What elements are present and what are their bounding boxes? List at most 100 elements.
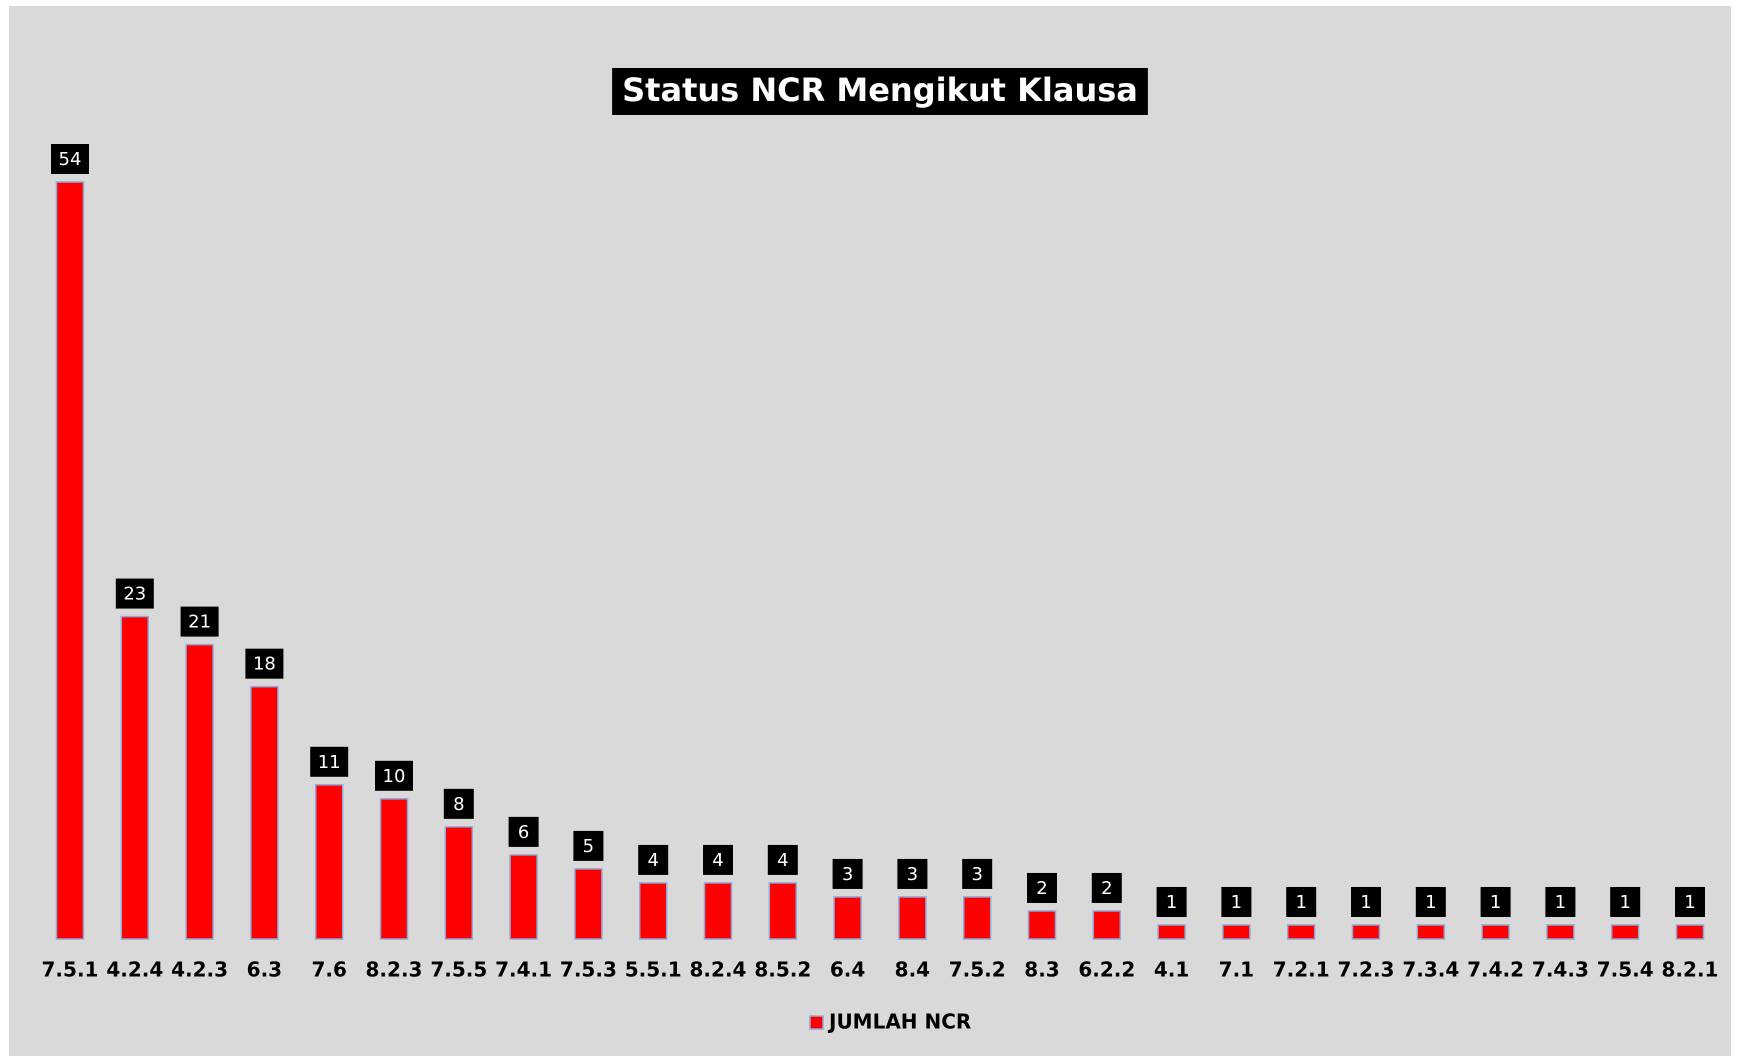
value-label-box (1286, 886, 1317, 917)
value-label: 5 (583, 836, 594, 857)
value-label: 3 (907, 864, 918, 885)
value-label-box (180, 606, 219, 637)
bar (1092, 910, 1122, 940)
x-tick-label: 5.5.1 (625, 958, 682, 982)
value-label-box (508, 816, 539, 847)
value-label-box (310, 746, 349, 777)
value-label-box (638, 844, 669, 875)
value-label: 2 (1036, 878, 1047, 899)
value-label: 1 (1490, 892, 1501, 913)
value-label-box (703, 844, 733, 875)
value-label-box (115, 578, 154, 609)
value-label-box (1156, 886, 1187, 917)
value-label-box (832, 858, 863, 889)
value-label: 1 (1684, 892, 1695, 913)
legend-swatch (809, 1015, 824, 1030)
value-label: 4 (647, 850, 658, 871)
x-tick-label: 8.2.4 (690, 958, 747, 982)
x-tick-label: 4.2.4 (106, 958, 163, 982)
value-label: 21 (188, 612, 211, 633)
value-label-box (51, 144, 89, 174)
value-label: 4 (777, 850, 788, 871)
value-label-box (573, 830, 604, 861)
bar (1481, 924, 1510, 940)
value-label-box (443, 788, 474, 819)
value-label-box (1091, 872, 1122, 903)
value-label-box (897, 858, 928, 889)
value-label-box (1675, 886, 1705, 917)
title-box (612, 68, 1148, 115)
value-label: 10 (383, 766, 406, 787)
value-label: 3 (842, 864, 853, 885)
x-tick-label: 7.3.4 (1402, 958, 1459, 982)
x-tick-label: 7.4.3 (1532, 958, 1589, 982)
value-label-box (1610, 886, 1641, 917)
x-tick-label: 7.1 (1219, 958, 1254, 982)
x-tick-label: 6.4 (830, 958, 865, 982)
x-tick-label: 7.5.3 (560, 958, 617, 982)
value-label: 23 (123, 584, 146, 605)
bar (120, 615, 150, 940)
x-tick-label: 8.2.1 (1662, 958, 1719, 982)
chart-area (9, 6, 1731, 1056)
bar (1157, 924, 1186, 940)
value-label: 3 (971, 864, 982, 885)
value-label: 6 (518, 822, 529, 843)
value-label: 11 (318, 752, 341, 773)
value-label: 1 (1295, 892, 1306, 913)
x-tick-label: 7.5.1 (42, 958, 99, 982)
bar (768, 882, 798, 940)
value-label-box (1027, 872, 1057, 903)
bar (962, 896, 992, 940)
value-label: 1 (1360, 892, 1371, 913)
bar (1222, 924, 1251, 940)
x-tick-label: 7.2.3 (1338, 958, 1395, 982)
legend-label: JUMLAH NCR (827, 1010, 971, 1034)
bar (1351, 924, 1381, 940)
bar (1546, 924, 1575, 940)
value-label: 1 (1619, 892, 1630, 913)
x-tick-label: 7.6 (311, 958, 346, 982)
bar (509, 854, 538, 940)
chart-title: Status NCR Mengikut Klausa (622, 71, 1138, 109)
x-tick-label: 7.4.1 (495, 958, 552, 982)
value-label-box (1221, 886, 1252, 917)
x-tick-label: 8.5.2 (754, 958, 811, 982)
x-tick-label: 7.5.4 (1597, 958, 1654, 982)
value-label-box (375, 760, 413, 791)
value-label: 4 (712, 850, 723, 871)
x-tick-label: 7.5.2 (949, 958, 1006, 982)
bar (55, 181, 85, 940)
bar (574, 868, 603, 940)
bar (379, 798, 409, 940)
value-label-box (767, 844, 798, 875)
value-label: 54 (59, 149, 82, 170)
bar (833, 896, 862, 940)
bar (185, 643, 214, 940)
value-label-box (1351, 886, 1381, 917)
value-label-box (1415, 886, 1446, 917)
value-label: 1 (1555, 892, 1566, 913)
value-label-box (245, 648, 284, 679)
value-label: 1 (1231, 892, 1242, 913)
value-label: 18 (253, 654, 276, 675)
value-label-box (962, 858, 993, 889)
value-label-box (1545, 886, 1576, 917)
x-tick-label: 6.2.2 (1078, 958, 1135, 982)
x-tick-label: 8.2.3 (366, 958, 423, 982)
bar (314, 784, 344, 940)
value-label: 8 (453, 794, 464, 815)
bar (638, 882, 668, 940)
x-tick-label: 4.1 (1154, 958, 1189, 982)
x-tick-label: 7.2.1 (1273, 958, 1330, 982)
x-tick-label: 8.4 (895, 958, 930, 982)
bar (1416, 924, 1446, 940)
bar (250, 685, 279, 940)
x-tick-label: 6.3 (247, 958, 282, 982)
x-tick-label: 4.2.3 (171, 958, 228, 982)
bar (1675, 924, 1705, 940)
bar (703, 882, 733, 940)
bar (1610, 924, 1640, 940)
bar (898, 896, 927, 940)
